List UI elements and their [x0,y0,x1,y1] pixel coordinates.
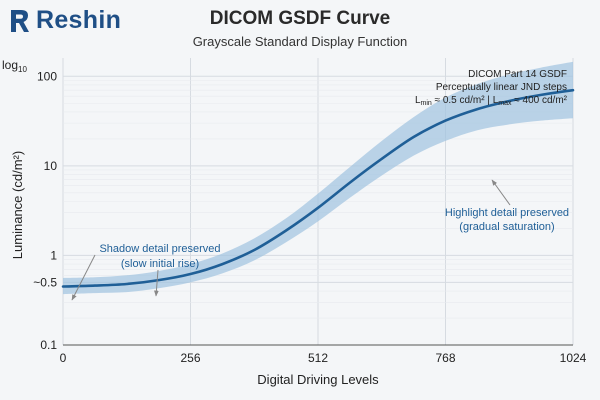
y-tick-label: 100 [37,69,57,83]
y-scale-label: log10 [2,58,27,74]
y-tick-label: 0.1 [40,338,57,352]
x-tick-label: 0 [60,351,67,365]
highlight-arrow [491,179,511,206]
shadow-annotation: Shadow detail preserved (slow initial ri… [71,243,221,301]
shadow-arrow-2 [154,269,159,297]
y-tick-label: 1 [50,248,57,262]
highlight-annotation-line-1: Highlight detail preserved [445,207,569,219]
x-tick-label: 512 [308,351,328,365]
highlight-annotation: Highlight detail preserved (gradual satu… [445,179,569,233]
chart-title: DICOM GSDF Curve [209,8,391,29]
gsdf-curve [61,88,575,288]
shadow-annotation-line-1: Shadow detail preserved [99,243,220,255]
y-tick-label: ~0.5 [33,275,57,289]
y-tick-label: 10 [44,159,58,173]
series-lines [61,88,575,288]
brand-logo: Reshin [8,6,121,35]
x-tick-labels: 0 256 512 768 1024 [60,351,587,365]
chart-subtitle: Grayscale Standard Display Function [192,34,408,49]
info-line-3: Lmin ≈ 0.5 cd/m² | Lmax ≈ 400 cd/m² [415,95,568,107]
info-line-2: Perceptually linear JND steps [436,82,567,93]
shadow-annotation-line-2: (slow initial rise) [121,258,199,270]
y-tick-labels: 0.1 ~0.5 1 10 100 [33,69,57,352]
x-tick-label: 256 [180,351,200,365]
info-box: DICOM Part 14 GSDF Perceptually linear J… [415,69,568,107]
info-line-1: DICOM Part 14 GSDF [468,69,567,80]
y-axis-label: Luminance (cd/m²) [10,151,25,259]
highlight-annotation-line-2: (gradual saturation) [459,221,554,233]
reshin-logo-icon [11,9,29,32]
x-axis-label: Digital Driving Levels [257,372,379,387]
x-tick-label: 1024 [560,351,587,365]
shadow-arrow [71,254,96,301]
brand-name: Reshin [36,6,122,34]
x-tick-label: 768 [435,351,455,365]
